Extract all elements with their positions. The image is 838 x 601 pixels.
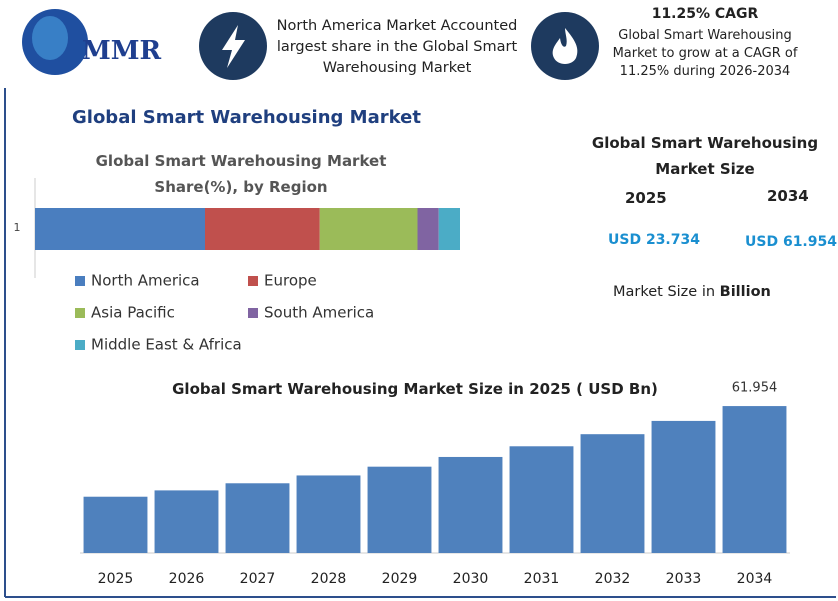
bar	[367, 466, 432, 553]
legend-swatch	[248, 276, 258, 286]
unit: Billion	[719, 284, 771, 300]
bar	[509, 446, 574, 553]
logo-globe	[32, 16, 68, 60]
y-tick-label: 1	[14, 221, 21, 234]
flame-icon	[552, 28, 578, 64]
unit-prefix: Market Size in	[613, 284, 716, 300]
size-year: 2025	[625, 189, 667, 207]
legend-label: Middle East & Africa	[91, 336, 242, 354]
cagr-title: 11.25% CAGR	[651, 6, 759, 22]
legend-label: North America	[91, 272, 200, 290]
legend-swatch	[75, 340, 85, 350]
legend-swatch	[75, 276, 85, 286]
bar	[83, 496, 148, 553]
size-title: Global Smart Warehousing Market Size	[591, 134, 819, 178]
legend-label: Asia Pacific	[91, 304, 175, 322]
bar	[438, 456, 503, 553]
size-year: 2034	[767, 187, 809, 205]
icon-circle	[531, 12, 599, 80]
x-tick-label: 2028	[311, 571, 347, 587]
highlight-text: North America Market Accounted largest s…	[276, 18, 518, 76]
x-tick-label: 2026	[169, 571, 205, 587]
x-tick-label: 2032	[595, 571, 631, 587]
bar-segment	[319, 208, 418, 250]
main-title: Global Smart Warehousing Market	[72, 107, 421, 128]
bar-segment	[417, 208, 439, 250]
bar-segment	[35, 208, 205, 250]
legend-label: Europe	[264, 272, 317, 290]
logo-text: MMR	[82, 36, 162, 66]
size-value: USD 23.734	[608, 232, 700, 248]
chart-title: Global Smart Warehousing Market Share(%)…	[95, 152, 387, 196]
size-value: USD 61.954	[745, 234, 837, 250]
x-tick-label: 2034	[737, 571, 773, 587]
unit-note: Market Size in Billion	[613, 284, 771, 300]
legend-swatch	[248, 308, 258, 318]
bar	[651, 420, 716, 553]
x-tick-label: 2027	[240, 571, 276, 587]
bar	[154, 490, 219, 553]
bar-segment	[205, 208, 320, 250]
x-tick-label: 2033	[666, 571, 702, 587]
lightning-icon	[222, 25, 245, 68]
bar-segment	[438, 208, 460, 250]
data-label: 61.954	[732, 381, 778, 396]
bar	[580, 434, 645, 553]
x-tick-label: 2030	[453, 571, 489, 587]
x-tick-label: 2031	[524, 571, 560, 587]
legend-label: South America	[264, 304, 374, 322]
bar	[296, 475, 361, 553]
cagr-text: Global Smart Warehousing Market to grow …	[612, 28, 798, 79]
bar	[225, 483, 290, 553]
x-tick-label: 2029	[382, 571, 418, 587]
legend-swatch	[75, 308, 85, 318]
chart-title: Global Smart Warehousing Market Size in …	[172, 380, 658, 398]
x-tick-label: 2025	[98, 571, 134, 587]
bar	[722, 406, 787, 553]
